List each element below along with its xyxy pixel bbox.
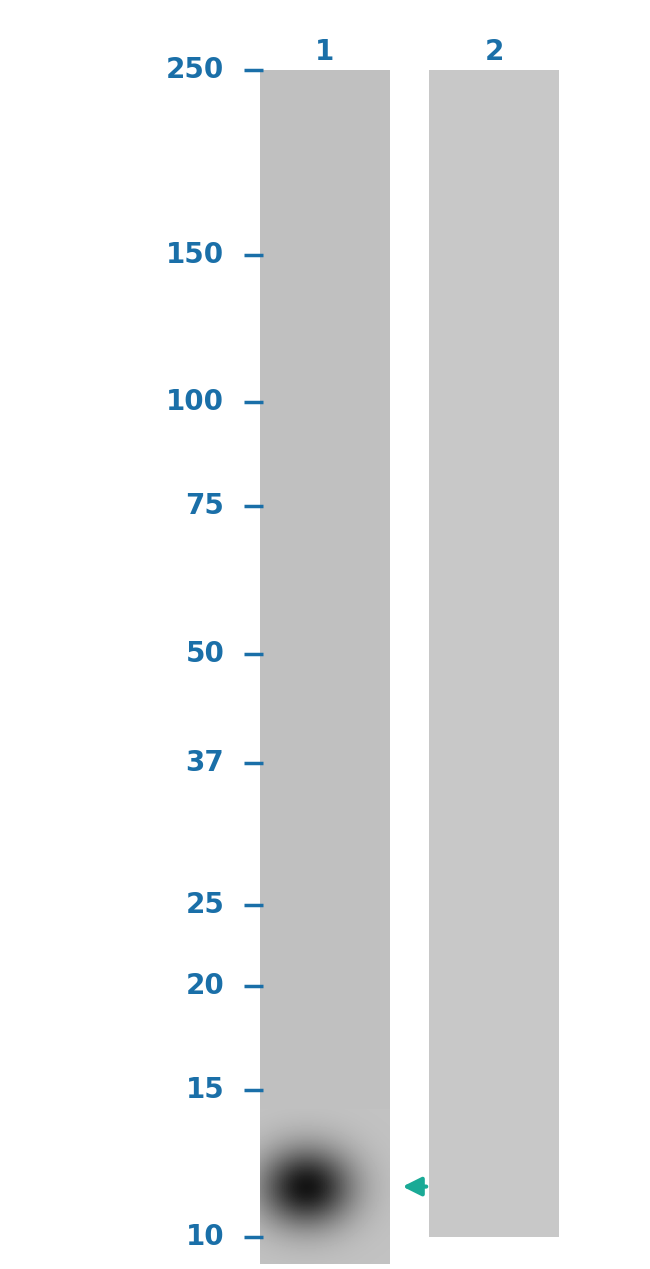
Text: 1: 1 — [315, 38, 335, 66]
Text: 100: 100 — [166, 388, 224, 416]
Text: 250: 250 — [166, 56, 224, 84]
Text: 150: 150 — [166, 241, 224, 269]
Text: 2: 2 — [484, 38, 504, 66]
Text: 10: 10 — [186, 1223, 224, 1251]
Text: 50: 50 — [185, 640, 224, 667]
Text: 37: 37 — [185, 749, 224, 777]
Text: 25: 25 — [185, 891, 224, 919]
Bar — [429, 70, 559, 1237]
Text: 20: 20 — [185, 972, 224, 1000]
Text: 75: 75 — [185, 492, 224, 520]
Text: 15: 15 — [185, 1076, 224, 1104]
Bar — [260, 70, 390, 1237]
